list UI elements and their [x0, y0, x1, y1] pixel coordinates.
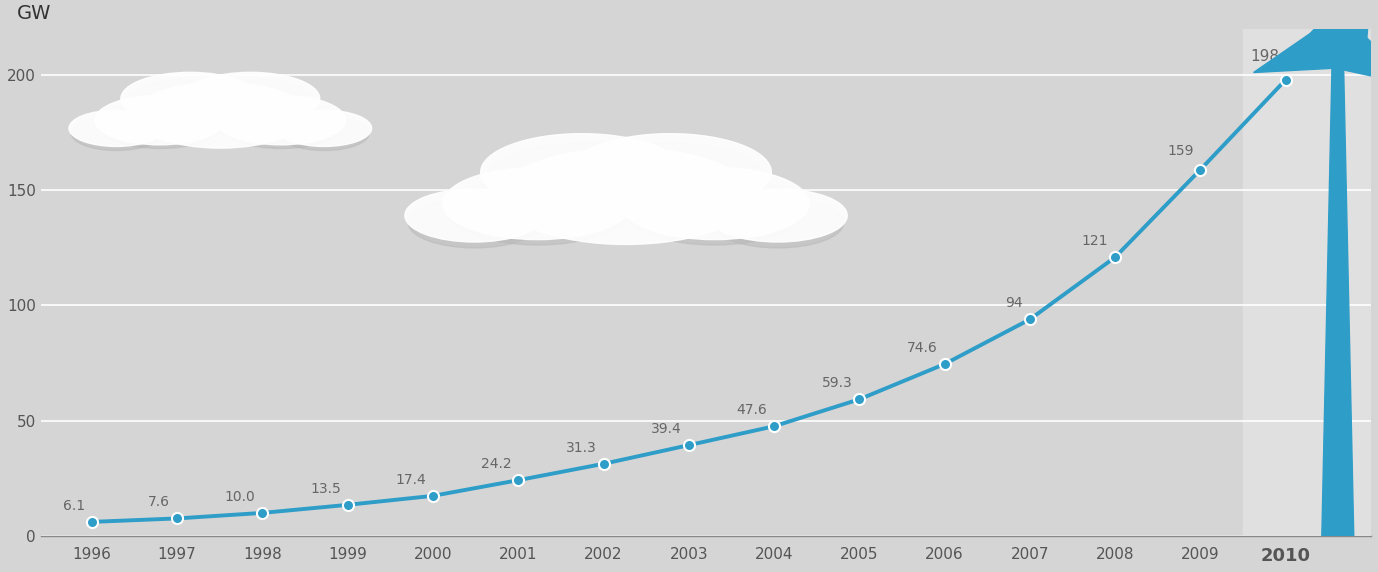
Text: 24.2: 24.2 — [481, 457, 511, 471]
Circle shape — [711, 197, 843, 248]
Circle shape — [182, 72, 320, 125]
Circle shape — [569, 134, 772, 210]
Circle shape — [185, 78, 317, 129]
Text: 121: 121 — [1082, 234, 1108, 248]
Text: 31.3: 31.3 — [566, 440, 597, 455]
Circle shape — [624, 176, 805, 245]
Text: 10.0: 10.0 — [225, 490, 255, 504]
Circle shape — [95, 96, 225, 145]
Text: 74.6: 74.6 — [907, 341, 938, 355]
Circle shape — [278, 116, 369, 150]
Circle shape — [124, 78, 256, 129]
Circle shape — [486, 143, 678, 216]
Text: 94: 94 — [1006, 296, 1022, 310]
Circle shape — [500, 148, 752, 244]
Circle shape — [72, 116, 161, 150]
Text: 6.1: 6.1 — [63, 499, 85, 513]
Circle shape — [405, 189, 544, 242]
Polygon shape — [1254, 21, 1348, 73]
Text: 17.4: 17.4 — [395, 472, 426, 487]
Circle shape — [442, 168, 633, 240]
Text: 47.6: 47.6 — [736, 403, 768, 417]
Circle shape — [575, 143, 766, 216]
Circle shape — [277, 110, 372, 146]
Circle shape — [134, 82, 307, 148]
Text: 159: 159 — [1167, 144, 1193, 158]
Circle shape — [1322, 38, 1353, 50]
Text: 13.5: 13.5 — [310, 482, 340, 495]
Polygon shape — [1322, 44, 1353, 536]
Circle shape — [448, 176, 627, 245]
Text: 59.3: 59.3 — [821, 376, 853, 390]
Polygon shape — [1310, 0, 1372, 54]
Circle shape — [481, 134, 683, 210]
Bar — [1243, 29, 1371, 536]
Text: 39.4: 39.4 — [652, 422, 682, 436]
Circle shape — [708, 189, 847, 242]
Circle shape — [216, 96, 346, 145]
Text: 198: 198 — [1250, 49, 1279, 63]
Circle shape — [98, 102, 222, 149]
Circle shape — [121, 72, 259, 125]
Circle shape — [219, 102, 342, 149]
Text: 7.6: 7.6 — [149, 495, 171, 509]
Circle shape — [408, 197, 540, 248]
Polygon shape — [1324, 23, 1378, 86]
Circle shape — [69, 110, 164, 146]
Circle shape — [620, 168, 809, 240]
Text: GW: GW — [17, 3, 51, 23]
